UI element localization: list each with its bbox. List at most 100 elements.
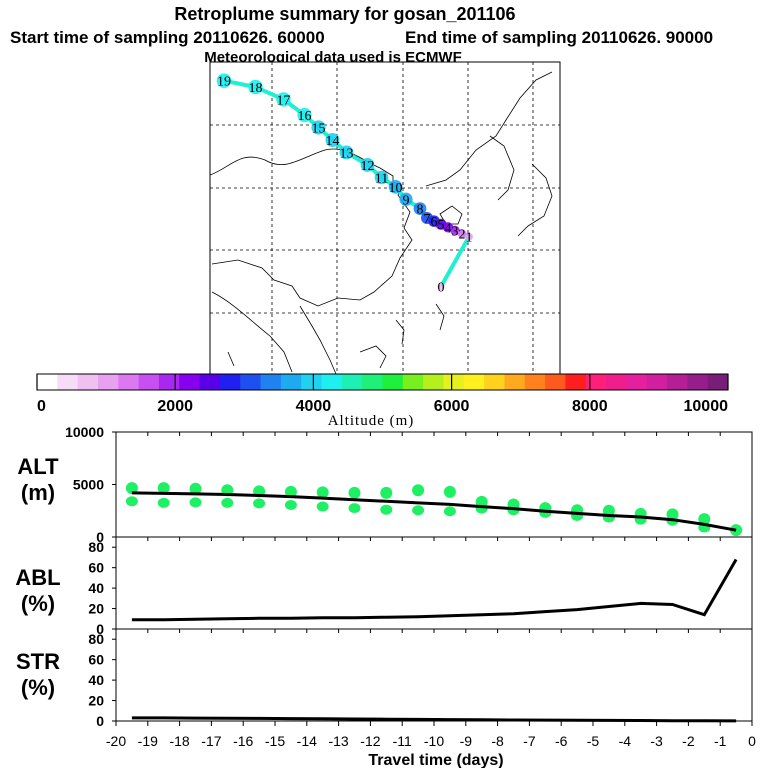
colorbar-segment — [301, 374, 323, 390]
x-tick-label: -4 — [619, 733, 632, 749]
x-axis-label: Travel time (days) — [368, 752, 503, 768]
abl-ytick-label: 80 — [88, 539, 104, 555]
colorbar-segment — [382, 374, 404, 390]
colorbar-tick-label: 10000 — [684, 398, 729, 415]
plume-cluster-label: 8 — [417, 203, 424, 218]
abl-ytick-label: 40 — [88, 580, 104, 596]
plume-cluster-label: 11 — [375, 171, 388, 186]
colorbar-tick-labels: 0 2000 4000 6000 8000 10000 — [36, 374, 729, 415]
plume-cluster-circle — [399, 192, 413, 206]
str-frame — [115, 628, 753, 722]
x-tick-label: -18 — [169, 733, 189, 749]
alt-panel: ALT (m) 10000 5000 0 — [17, 424, 753, 545]
plume-cluster-circle — [276, 92, 291, 107]
str-panel: STR (%) 80 60 40 20 0 — [16, 628, 753, 729]
alt-cluster-point — [348, 486, 361, 499]
colorbar-segment — [260, 374, 282, 390]
colorbar-segment — [646, 374, 668, 390]
colorbar-segment — [565, 374, 587, 390]
colorbar-segment — [77, 374, 99, 390]
plume-cluster-label: 9 — [403, 193, 410, 208]
plume-cluster-label: 17 — [277, 93, 291, 108]
plume-cluster-label: 15 — [312, 122, 326, 137]
plume-cluster-circle — [297, 107, 312, 123]
alt-cluster-point — [666, 508, 679, 521]
str-ylabel-top: STR — [16, 649, 60, 674]
colorbar-tick-label: 6000 — [434, 398, 470, 415]
plume-cluster-label: 1 — [466, 231, 473, 246]
colorbar-label: Altitude (m) — [328, 413, 415, 429]
str-ytick-label: 40 — [88, 672, 104, 688]
alt-cluster-point — [380, 504, 393, 515]
colorbar-segment — [57, 374, 79, 390]
colorbar-segment — [545, 374, 566, 390]
plume-cluster-circle — [248, 79, 263, 95]
x-tick-label: -15 — [265, 733, 285, 749]
plume-cluster-circle — [388, 180, 403, 194]
colorbar-segment — [423, 374, 444, 390]
colorbar-segment — [179, 374, 201, 390]
str-ytick-label: 80 — [88, 631, 104, 647]
x-tick-label: -8 — [491, 733, 504, 749]
colorbar-segment — [402, 374, 424, 390]
x-tick-label: -20 — [106, 733, 126, 749]
str-ytick-labels: 80 60 40 20 0 — [88, 631, 116, 729]
colorbar-segment — [37, 374, 58, 390]
abl-ylabel-top: ABL — [15, 565, 60, 590]
alt-cluster-point — [698, 513, 711, 526]
plume-cluster-label: 0 — [438, 281, 445, 296]
colorbar-segment — [97, 374, 119, 390]
altitude-colorbar — [36, 373, 729, 391]
colorbar-segment — [484, 374, 505, 390]
plume-cluster-circle — [413, 202, 427, 216]
x-tick-label: -17 — [201, 733, 221, 749]
colorbar-segment — [524, 374, 546, 390]
plume-cluster-label: 10 — [389, 181, 403, 196]
colorbar-segment — [626, 374, 648, 390]
alt-cluster-point — [443, 506, 456, 517]
map-frame — [209, 61, 561, 375]
alt-cluster-point — [475, 495, 488, 508]
plume-cluster-label: 14 — [326, 134, 340, 149]
x-tick-label: -16 — [233, 733, 253, 749]
plume-cluster-circle — [311, 120, 326, 135]
colorbar-tick-label: 2000 — [157, 398, 193, 415]
colorbar-segment — [667, 374, 688, 390]
plume-cluster-circle — [437, 283, 445, 291]
colorbar-segment — [606, 374, 627, 390]
colorbar-segment — [443, 374, 465, 390]
colorbar-segment — [199, 374, 221, 390]
alt-cluster-point — [380, 486, 393, 499]
x-tick-label: -3 — [650, 733, 663, 749]
str-ytick-label: 20 — [88, 693, 104, 709]
alt-cluster-point — [602, 504, 615, 517]
plume-cluster-label: 12 — [361, 159, 375, 174]
plume-cluster-label: 13 — [340, 146, 354, 161]
abl-ytick-label: 60 — [88, 560, 104, 576]
plume-clusters — [216, 73, 473, 291]
x-tick-label: -11 — [393, 733, 412, 749]
x-tick-label: -5 — [587, 733, 600, 749]
colorbar-segment — [280, 374, 302, 390]
alt-ylabel-top: ALT — [17, 454, 59, 479]
plume-cluster-label: 3 — [452, 224, 459, 239]
x-axis-ticks: -20 -19 -18 -17 -16 -15 -14 -13 -12 -11 -10 -9 -8 -7-… — [106, 432, 756, 749]
alt-cluster-point — [157, 482, 170, 495]
alt-median-line — [131, 491, 737, 532]
x-tick-label: -10 — [424, 733, 444, 749]
colorbar-tick-label: 0 — [37, 398, 46, 415]
plume-cluster-circle — [374, 170, 389, 185]
alt-cluster-point — [221, 497, 234, 508]
alt-cluster-point — [157, 497, 170, 508]
alt-frame — [115, 431, 753, 538]
colorbar-segment — [240, 374, 262, 390]
alt-ytick-label: 5000 — [73, 477, 104, 493]
alt-ytick-label: 10000 — [65, 424, 104, 440]
abl-ytick-label: 20 — [88, 601, 104, 617]
colorbar-tick-label: 4000 — [296, 398, 332, 415]
x-tick-label: -2 — [682, 733, 695, 749]
abl-panel: ABL (%) 80 60 40 20 0 — [15, 536, 753, 637]
x-tick-label: 0 — [748, 733, 756, 749]
abl-line — [131, 558, 738, 622]
